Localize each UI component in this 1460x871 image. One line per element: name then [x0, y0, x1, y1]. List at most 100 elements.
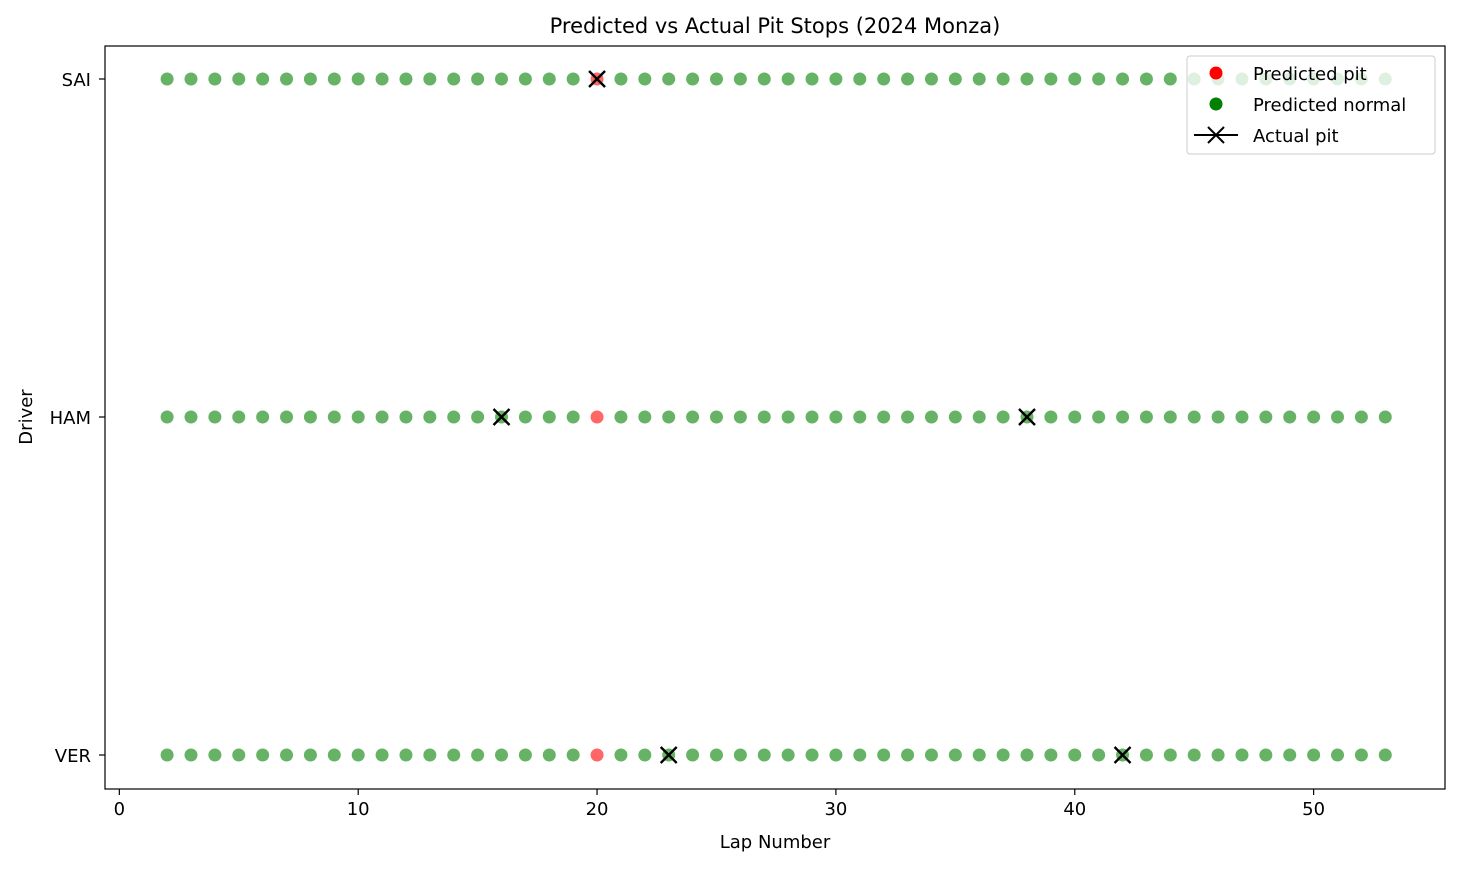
predicted-normal-point — [805, 72, 819, 86]
predicted-normal-point — [1378, 748, 1392, 762]
x-tick-label: 20 — [586, 799, 609, 820]
predicted-normal-point — [662, 72, 676, 86]
predicted-normal-point — [1044, 748, 1058, 762]
legend-marker-predicted-normal — [1209, 97, 1223, 111]
predicted-normal-point — [781, 72, 795, 86]
legend-marker-predicted-pit — [1209, 66, 1223, 80]
predicted-normal-point — [733, 410, 747, 424]
predicted-normal-point — [1163, 410, 1177, 424]
predicted-normal-point — [1092, 72, 1106, 86]
predicted-normal-point — [877, 748, 891, 762]
predicted-normal-point — [972, 72, 986, 86]
predicted-normal-point — [757, 748, 771, 762]
predicted-normal-point — [351, 410, 365, 424]
predicted-normal-point — [709, 72, 723, 86]
predicted-normal-point — [518, 410, 532, 424]
predicted-normal-point — [948, 748, 962, 762]
predicted-normal-point — [495, 72, 509, 86]
predicted-normal-point — [829, 410, 843, 424]
predicted-normal-point — [709, 410, 723, 424]
actual-pit-marker — [1113, 746, 1132, 764]
x-tick-label: 10 — [347, 799, 370, 820]
predicted-normal-point — [853, 410, 867, 424]
predicted-normal-point — [1187, 410, 1201, 424]
predicted-normal-point — [924, 748, 938, 762]
predicted-normal-point — [686, 410, 700, 424]
predicted-normal-point — [447, 410, 461, 424]
predicted-normal-point — [1116, 72, 1130, 86]
predicted-normal-point — [972, 410, 986, 424]
predicted-normal-point — [757, 72, 771, 86]
predicted-normal-point — [447, 72, 461, 86]
predicted-normal-point — [1163, 748, 1177, 762]
predicted-normal-point — [901, 410, 915, 424]
predicted-normal-point — [303, 748, 317, 762]
predicted-normal-point — [901, 72, 915, 86]
predicted-normal-point — [1044, 410, 1058, 424]
predicted-normal-point — [160, 748, 174, 762]
predicted-normal-point — [1044, 72, 1058, 86]
predicted-normal-point — [686, 748, 700, 762]
predicted-normal-point — [733, 748, 747, 762]
predicted-normal-point — [1068, 72, 1082, 86]
predicted-normal-point — [1211, 748, 1225, 762]
predicted-normal-point — [399, 748, 413, 762]
predicted-normal-point — [614, 748, 628, 762]
chart-title: Predicted vs Actual Pit Stops (2024 Monz… — [550, 14, 1001, 38]
predicted-normal-point — [1139, 748, 1153, 762]
predicted-normal-point — [1139, 410, 1153, 424]
predicted-normal-point — [232, 72, 246, 86]
y-axis-label: Driver — [16, 389, 37, 445]
legend-box — [1186, 55, 1436, 155]
predicted-normal-point — [948, 72, 962, 86]
x-axis: 0 10 20 30 40 50 — [114, 789, 1325, 820]
predicted-normal-point — [1163, 72, 1177, 86]
predicted-normal-point — [1211, 410, 1225, 424]
actual-pit-marker — [588, 70, 606, 88]
predicted-normal-point — [256, 410, 270, 424]
actual-pit-marker — [492, 408, 511, 426]
predicted-pit-point — [590, 748, 604, 762]
predicted-normal-point — [996, 72, 1010, 86]
predicted-normal-point — [208, 72, 222, 86]
predicted-normal-point — [184, 748, 198, 762]
predicted-normal-point — [781, 410, 795, 424]
predicted-normal-point — [1187, 748, 1201, 762]
predicted-normal-point — [566, 748, 580, 762]
predicted-normal-point — [280, 410, 294, 424]
predicted-normal-point — [829, 72, 843, 86]
predicted-normal-point — [972, 748, 986, 762]
predicted-normal-point — [208, 748, 222, 762]
predicted-normal-point — [1259, 748, 1273, 762]
predicted-normal-point — [375, 410, 389, 424]
predicted-pit-point — [590, 410, 604, 424]
predicted-normal-point — [1020, 748, 1034, 762]
predicted-normal-point — [447, 748, 461, 762]
predicted-normal-point — [518, 72, 532, 86]
predicted-normal-point — [327, 72, 341, 86]
predicted-normal-point — [160, 410, 174, 424]
predicted-normal-point — [1139, 72, 1153, 86]
x-tick-label: 40 — [1063, 799, 1086, 820]
predicted-normal-point — [1068, 410, 1082, 424]
predicted-normal-point — [1068, 748, 1082, 762]
predicted-normal-point — [638, 748, 652, 762]
predicted-normal-point — [495, 748, 509, 762]
predicted-normal-point — [996, 410, 1010, 424]
y-axis: VER HAM SAI — [50, 70, 105, 767]
predicted-normal-point — [280, 748, 294, 762]
predicted-normal-point — [542, 72, 556, 86]
predicted-normal-point — [256, 72, 270, 86]
legend-marker-actual-pit — [1207, 126, 1225, 144]
predicted-normal-point — [1331, 410, 1345, 424]
predicted-normal-point — [471, 410, 485, 424]
predicted-normal-point — [901, 748, 915, 762]
predicted-normal-point — [1235, 748, 1249, 762]
predicted-normal-point — [423, 72, 437, 86]
predicted-normal-point — [1092, 748, 1106, 762]
predicted-normal-point — [184, 72, 198, 86]
predicted-normal-point — [805, 748, 819, 762]
predicted-normal-point — [184, 410, 198, 424]
y-tick-label: SAI — [62, 70, 91, 91]
